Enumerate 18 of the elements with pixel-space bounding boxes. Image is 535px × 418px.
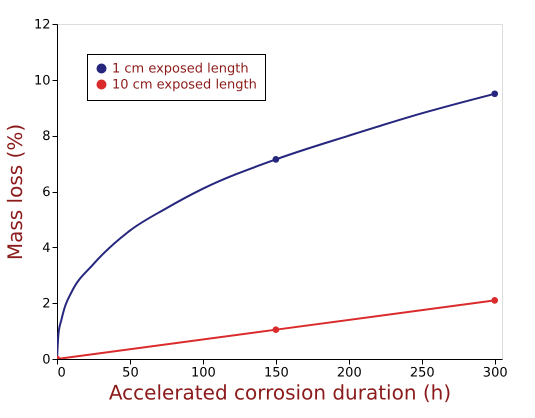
x-axis-title: Accelerated corrosion duration (h) bbox=[108, 380, 452, 404]
y-axis-title: Mass loss (%) bbox=[2, 124, 27, 260]
legend-label: 10 cm exposed length bbox=[112, 78, 257, 92]
x-tick-label: 0 bbox=[58, 366, 66, 380]
x-tick-label: 250 bbox=[410, 366, 435, 380]
x-tick-label: 300 bbox=[482, 366, 508, 380]
y-tick-label: 10 bbox=[34, 73, 50, 88]
y-tick-label: 6 bbox=[42, 185, 50, 200]
x-tick-label: 200 bbox=[336, 366, 362, 380]
x-tick-label: 100 bbox=[190, 366, 216, 380]
y-tick-label: 4 bbox=[42, 240, 50, 256]
y-tick-label: 12 bbox=[34, 18, 50, 32]
y-tick-label: 0 bbox=[42, 352, 50, 368]
y-tick-label: 2 bbox=[42, 296, 50, 312]
y-tick-label: 8 bbox=[42, 129, 50, 144]
legend-label: 1 cm exposed length bbox=[112, 62, 249, 76]
x-tick-label: 50 bbox=[122, 366, 139, 380]
x-tick-label: 150 bbox=[264, 366, 289, 380]
